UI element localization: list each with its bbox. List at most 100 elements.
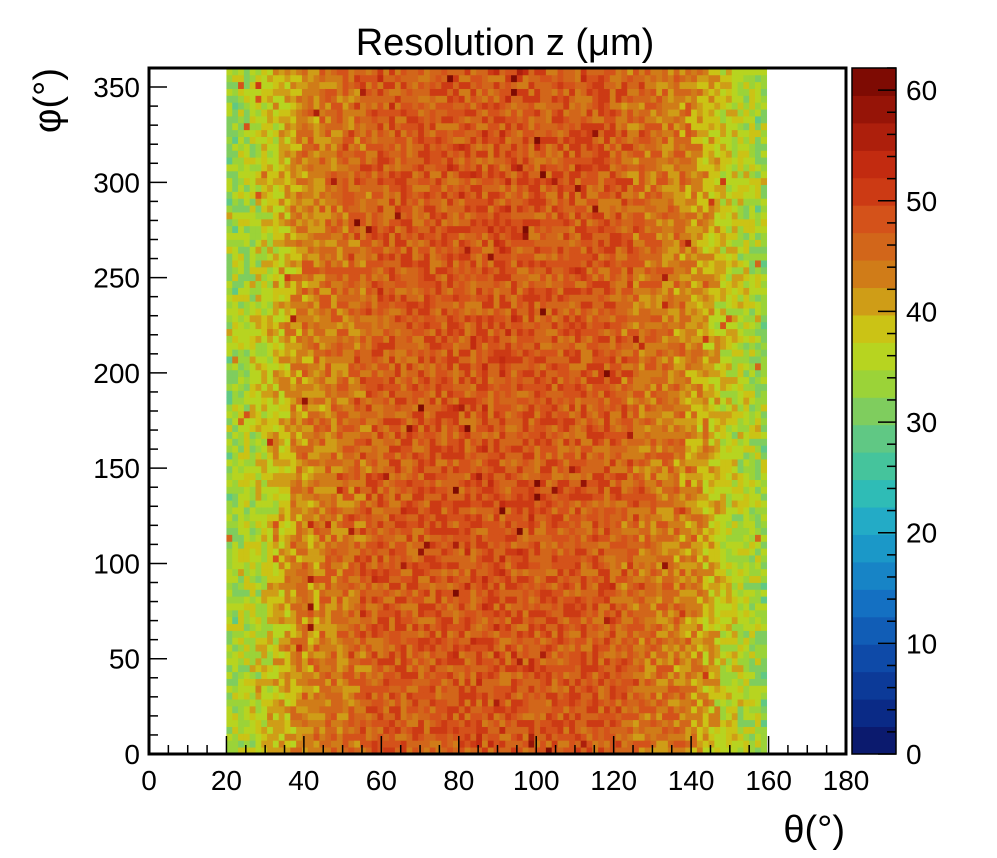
heatmap-cell: [429, 664, 436, 673]
heatmap-cell: [330, 740, 338, 748]
heatmap-cell: [400, 328, 407, 336]
heatmap-cell: [511, 555, 518, 563]
heatmap-cell: [429, 507, 436, 515]
heatmap-cell: [284, 719, 291, 727]
heatmap-cell: [389, 747, 396, 755]
heatmap-cell: [360, 699, 367, 707]
heatmap-cell: [487, 507, 495, 515]
heatmap-cell: [319, 225, 326, 234]
heatmap-cell: [330, 157, 338, 165]
heatmap-cell: [452, 609, 460, 618]
heatmap-cell: [499, 376, 506, 384]
heatmap-cell: [325, 68, 332, 76]
heatmap-cell: [290, 603, 297, 611]
heatmap-cell: [226, 733, 233, 741]
heatmap-cell: [394, 527, 402, 535]
heatmap-cell: [412, 68, 419, 76]
heatmap-cell: [313, 129, 320, 137]
heatmap-cell: [423, 616, 431, 625]
heatmap-cell: [319, 692, 326, 700]
heatmap-cell: [354, 321, 361, 330]
heatmap-cell: [487, 582, 495, 590]
heatmap-cell: [377, 548, 384, 556]
heatmap-cell: [441, 465, 448, 474]
heatmap-cell: [307, 705, 314, 714]
heatmap-cell: [394, 493, 402, 501]
heatmap-cell: [499, 438, 506, 446]
heatmap-cell: [226, 369, 233, 378]
heatmap-cell: [377, 541, 384, 549]
heatmap-cell: [505, 740, 512, 748]
heatmap-cell: [267, 747, 274, 755]
heatmap-cell: [458, 287, 465, 295]
heatmap-cell: [238, 568, 245, 577]
heatmap-cell: [493, 465, 500, 474]
heatmap-cell: [261, 719, 268, 727]
heatmap-cell: [267, 699, 274, 707]
heatmap-cell: [249, 102, 256, 110]
heatmap-cell: [476, 164, 483, 172]
heatmap-cell: [365, 472, 373, 480]
heatmap-cell: [447, 74, 454, 83]
heatmap-cell: [301, 314, 309, 323]
heatmap-cell: [452, 568, 460, 577]
heatmap-cell: [406, 301, 413, 309]
heatmap-cell: [412, 541, 419, 549]
heatmap-cell: [319, 671, 326, 679]
heatmap-cell: [447, 314, 454, 323]
heatmap-cell: [406, 170, 413, 179]
heatmap-cell: [290, 164, 297, 172]
heatmap-cell: [255, 596, 262, 604]
heatmap-cell: [371, 657, 378, 666]
heatmap-cell: [435, 260, 442, 268]
heatmap-cell: [232, 342, 239, 350]
heatmap-cell: [435, 314, 442, 323]
heatmap-cell: [452, 129, 460, 137]
heatmap-cell: [441, 157, 448, 165]
heatmap-cell: [336, 541, 344, 549]
heatmap-cell: [435, 68, 442, 76]
heatmap-cell: [261, 218, 268, 227]
heatmap-cell: [348, 328, 355, 336]
heatmap-cell: [377, 170, 384, 179]
heatmap-cell: [365, 582, 373, 590]
heatmap-cell: [232, 205, 239, 213]
heatmap-cell: [429, 561, 436, 570]
heatmap-cell: [418, 411, 425, 419]
heatmap-cell: [429, 445, 436, 453]
heatmap-cell: [272, 712, 280, 721]
heatmap-cell: [400, 301, 407, 309]
heatmap-cell: [482, 122, 489, 131]
heatmap-cell: [458, 719, 465, 727]
heatmap-cell: [493, 561, 500, 570]
heatmap-cell: [301, 417, 309, 426]
heatmap-cell: [452, 266, 460, 275]
heatmap-cell: [499, 184, 506, 192]
heatmap-cell: [435, 637, 442, 645]
heatmap-cell: [452, 198, 460, 206]
heatmap-cell: [290, 465, 297, 474]
heatmap-cell: [389, 253, 396, 261]
heatmap-cell: [348, 671, 355, 679]
heatmap-cell: [470, 582, 477, 590]
heatmap-cell: [470, 308, 477, 316]
heatmap-cell: [319, 548, 326, 556]
heatmap-cell: [278, 534, 285, 542]
heatmap-cell: [330, 500, 338, 508]
heatmap-cell: [418, 170, 425, 179]
heatmap-cell: [493, 685, 500, 693]
heatmap-cell: [371, 95, 378, 103]
heatmap-cell: [365, 486, 373, 494]
heatmap-cell: [412, 740, 419, 748]
heatmap-cell: [482, 287, 489, 295]
heatmap-cell: [511, 109, 518, 117]
heatmap-cell: [325, 301, 332, 309]
heatmap-cell: [342, 184, 349, 192]
heatmap-cell: [348, 726, 355, 734]
heatmap-cell: [249, 335, 256, 343]
heatmap-cell: [441, 74, 448, 83]
heatmap-cell: [470, 747, 477, 755]
heatmap-cell: [325, 287, 332, 295]
heatmap-cell: [330, 136, 338, 144]
heatmap-cell: [418, 301, 425, 309]
